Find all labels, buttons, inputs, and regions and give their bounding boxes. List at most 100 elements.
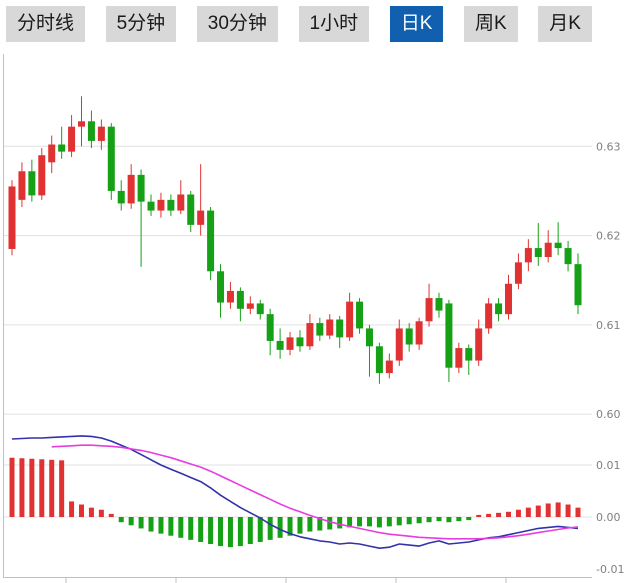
macd-bar [198, 517, 204, 542]
candle-body [356, 301, 364, 329]
macd-bar [208, 517, 214, 545]
macd-histogram [9, 457, 581, 548]
macd-bar [168, 517, 174, 536]
tab-monthly-k[interactable]: 月K [538, 5, 592, 43]
candle-body [316, 323, 324, 336]
macd-bar [525, 507, 531, 517]
candle-body [256, 303, 264, 315]
candle-body [504, 283, 512, 315]
tab-timeshare-line[interactable]: 分时线 [6, 5, 86, 43]
candle-body [8, 186, 16, 249]
candle-body [365, 328, 373, 347]
macd-tick-label: 0.00 [596, 511, 621, 524]
candle-body [395, 328, 403, 361]
price-tick-label: 0.62 [596, 230, 621, 243]
candle-body [266, 314, 274, 341]
macd-bar [178, 517, 184, 538]
macd-bar [227, 517, 233, 548]
macd-bar [515, 509, 521, 517]
macd-bar [9, 457, 15, 517]
macd-bar [237, 517, 243, 547]
macd-bar [416, 517, 422, 524]
candle-body [137, 174, 145, 202]
macd-bar [505, 511, 511, 517]
macd-axis-labels: 0.01 0.00 -0.01 [596, 459, 624, 576]
candle-body [28, 171, 36, 196]
macd-bar [69, 501, 75, 517]
macd-bar [327, 517, 333, 530]
macd-bar [108, 513, 114, 517]
macd-bar [247, 517, 253, 545]
candle-body [346, 301, 354, 338]
macd-bar [436, 517, 442, 522]
candle-body [117, 190, 125, 204]
candle-body [246, 303, 254, 309]
macd-tick-label: -0.01 [596, 563, 624, 576]
macd-bar [29, 458, 35, 517]
dea-line [51, 444, 579, 540]
macd-bar [79, 504, 85, 517]
candle-body [177, 194, 185, 211]
candle-body [465, 348, 473, 361]
macd-bar [128, 517, 134, 526]
candle-body [534, 248, 542, 257]
candle-body [296, 337, 304, 347]
macd-bar [118, 517, 124, 523]
macd-bar [466, 517, 472, 521]
macd-bar [19, 458, 25, 517]
candle-body [336, 319, 344, 338]
macd-bar [188, 517, 194, 540]
candle-body [554, 242, 562, 249]
tab-30min[interactable]: 30分钟 [196, 5, 278, 43]
interval-tabbar: 分时线 5分钟 30分钟 1小时 日K 周K 月K [0, 0, 634, 47]
candle-body [306, 323, 314, 347]
price-tick-label: 0.61 [596, 319, 621, 332]
candle-body [435, 298, 443, 311]
candle-body [425, 298, 433, 322]
candle-body [375, 346, 383, 374]
macd-bar [158, 517, 164, 534]
macd-bar [218, 517, 224, 547]
candle-body [415, 321, 423, 345]
tab-1hour[interactable]: 1小时 [298, 5, 370, 43]
candle-body [107, 126, 115, 191]
macd-bar [406, 517, 412, 525]
price-grid [3, 145, 592, 415]
macd-bar [366, 517, 372, 527]
macd-bar [98, 509, 104, 517]
tab-weekly-k[interactable]: 周K [463, 5, 518, 43]
macd-bar [297, 517, 303, 534]
macd-bar [555, 502, 561, 517]
candle-body [236, 290, 244, 309]
candle-body [226, 290, 234, 303]
candle-body [127, 174, 135, 204]
macd-bar [39, 459, 45, 517]
kline-macd-chart: 0.63 0.62 0.61 0.60 0.01 0.00 -0.01 [3, 54, 624, 583]
candle-body [495, 303, 503, 315]
candle-body [574, 264, 582, 306]
macd-bar [138, 517, 144, 529]
price-axis-labels: 0.63 0.62 0.61 0.60 [596, 140, 621, 421]
candle-body [187, 194, 195, 225]
macd-bar [456, 517, 462, 522]
macd-bar [535, 505, 541, 517]
candle-body [276, 340, 284, 350]
macd-bar [386, 517, 392, 527]
macd-bar [88, 507, 94, 517]
tab-daily-k[interactable]: 日K [389, 5, 444, 43]
candle-body [485, 303, 493, 329]
macd-bar [59, 460, 65, 517]
price-tick-label: 0.60 [596, 408, 621, 421]
macd-tick-label: 0.01 [596, 459, 621, 472]
candles [8, 96, 582, 384]
candle-body [157, 199, 165, 211]
macd-bar [545, 503, 551, 517]
candle-body [564, 248, 572, 265]
macd-bar [267, 517, 273, 540]
candle-body [475, 328, 483, 361]
candle-body [197, 210, 205, 225]
macd-bar [396, 517, 402, 526]
tab-5min[interactable]: 5分钟 [105, 5, 177, 43]
macd-bar [575, 507, 581, 517]
macd-bar [426, 517, 432, 523]
